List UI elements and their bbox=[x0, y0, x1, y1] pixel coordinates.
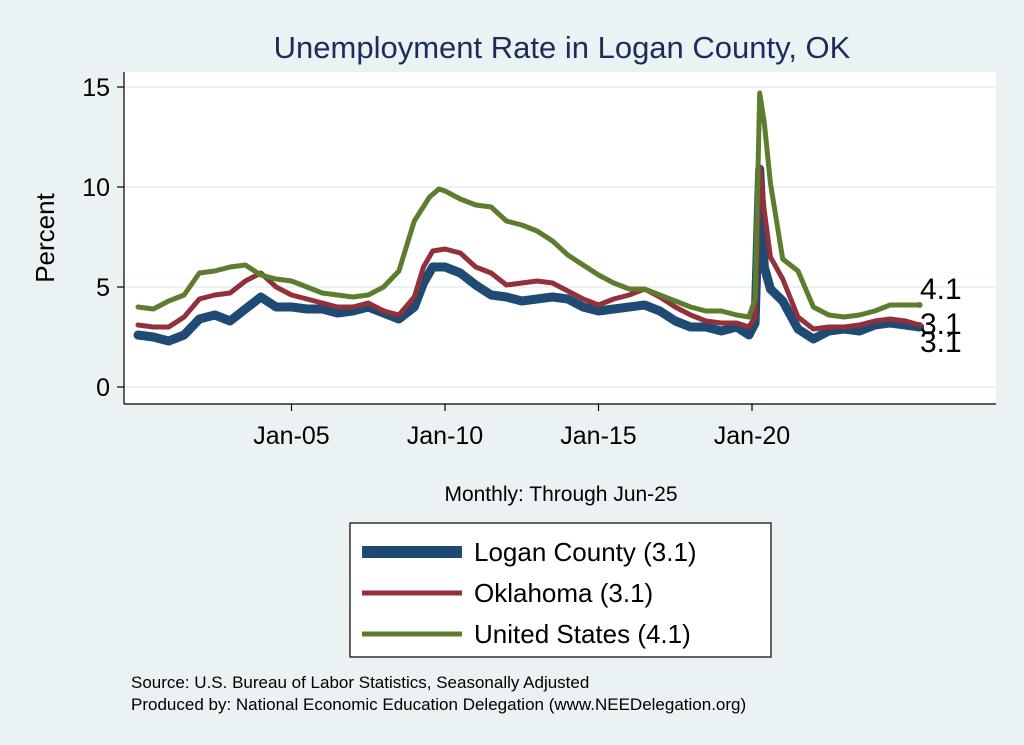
grid-lines bbox=[124, 86, 996, 388]
chart-title: Unemployment Rate in Logan County, OK bbox=[274, 30, 851, 65]
series-line-2 bbox=[135, 90, 923, 320]
x-axis-title: Monthly: Through Jun-25 bbox=[444, 483, 677, 506]
legend-label-0: Logan County (3.1) bbox=[474, 537, 697, 567]
x-tick-label-2: Jan-15 bbox=[560, 422, 636, 450]
y-tick-label-0: 0 bbox=[96, 374, 110, 402]
end-marker-1 bbox=[916, 322, 923, 328]
end-labels: 3.13.14.1 bbox=[916, 273, 962, 359]
end-label-0: 3.1 bbox=[920, 326, 962, 359]
end-label-2: 4.1 bbox=[920, 273, 962, 306]
y-tick-label-3: 15 bbox=[82, 74, 110, 102]
legend-label-1: Oklahoma (3.1) bbox=[474, 578, 653, 608]
y-ticks: 0 5 10 15 bbox=[82, 74, 124, 402]
series-lines bbox=[133, 90, 925, 346]
source-line-1: Source: U.S. Bureau of Labor Statistics,… bbox=[131, 673, 589, 692]
y-tick-label-2: 10 bbox=[82, 174, 110, 202]
x-tick-label-3: Jan-20 bbox=[714, 422, 790, 450]
end-label-1: 3.1 bbox=[920, 308, 962, 341]
x-tick-label-0: Jan-05 bbox=[253, 422, 329, 450]
source-line-2: Produced by: National Economic Education… bbox=[131, 695, 746, 714]
plot-area bbox=[124, 72, 996, 404]
series-line-1 bbox=[135, 164, 923, 332]
x-tick-label-1: Jan-10 bbox=[407, 422, 483, 450]
y-axis-title: Percent bbox=[30, 192, 60, 282]
legend-label-2: United States (4.1) bbox=[474, 619, 691, 649]
legend: Logan County (3.1) Oklahoma (3.1) United S… bbox=[349, 522, 772, 658]
series-line-0 bbox=[133, 164, 925, 346]
axes bbox=[123, 72, 996, 405]
x-ticks: Jan-05 Jan-10 Jan-15 Jan-20 bbox=[253, 404, 790, 450]
end-marker-2 bbox=[916, 302, 923, 308]
y-tick-label-1: 5 bbox=[96, 274, 110, 302]
